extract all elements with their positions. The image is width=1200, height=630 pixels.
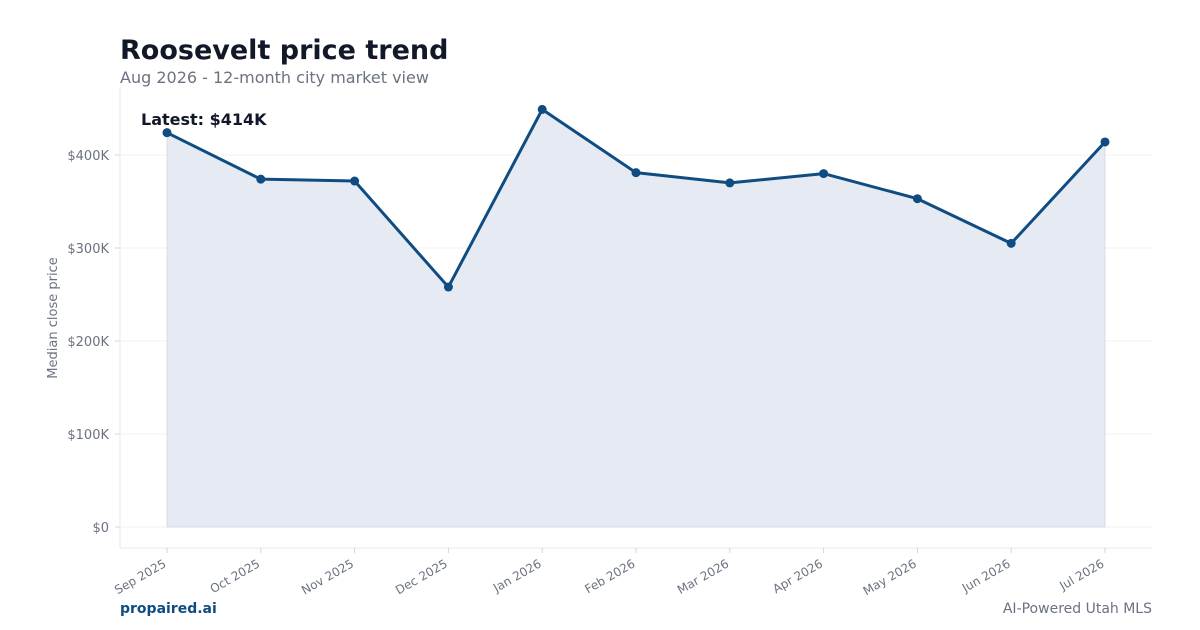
y-axis-label: Median close price — [46, 257, 61, 378]
x-tick-label: Jan 2026 — [490, 556, 544, 595]
data-point — [350, 176, 360, 186]
data-point — [725, 178, 735, 188]
data-point — [443, 282, 453, 292]
chart-title: Roosevelt price trend — [120, 35, 449, 66]
y-tick-label: $200K — [67, 335, 109, 350]
data-points — [162, 104, 1110, 292]
data-point — [537, 104, 547, 114]
x-tick-labels: Sep 2025 Oct 2025 Nov 2025 Dec 2025 Jan 2026… — [112, 556, 1106, 598]
axes — [115, 87, 1152, 553]
x-tick-label: May 2026 — [861, 556, 919, 598]
x-tick-label: Feb 2026 — [582, 556, 637, 596]
data-point — [256, 174, 266, 184]
latest-value-annotation: Latest: $414K — [141, 110, 267, 129]
y-tick-labels: $0 $100K $200K $300K $400K — [67, 149, 109, 536]
x-tick-label: Jul 2026 — [1056, 556, 1106, 593]
x-tick-label: Jun 2026 — [959, 556, 1013, 595]
x-tick-label: Mar 2026 — [675, 556, 731, 597]
x-tick-label: Nov 2025 — [299, 556, 356, 597]
data-point — [631, 168, 641, 178]
x-tick-label: Dec 2025 — [393, 556, 450, 597]
data-point — [912, 194, 922, 204]
y-tick-label: $0 — [92, 521, 109, 536]
data-point — [162, 128, 172, 138]
y-tick-label: $100K — [67, 428, 109, 443]
footer-note: AI-Powered Utah MLS — [1002, 601, 1152, 617]
brand-logo-text[interactable]: propaired.ai — [120, 601, 217, 617]
x-tick-label: Oct 2025 — [208, 556, 263, 596]
data-point — [1100, 137, 1110, 147]
y-tick-label: $400K — [67, 149, 109, 164]
data-point — [819, 169, 829, 179]
x-tick-label: Apr 2026 — [770, 556, 825, 596]
x-tick-label: Sep 2025 — [112, 556, 168, 597]
y-tick-label: $300K — [67, 242, 109, 257]
data-point — [1006, 238, 1016, 248]
chart-subtitle: Aug 2026 - 12-month city market view — [120, 68, 429, 87]
